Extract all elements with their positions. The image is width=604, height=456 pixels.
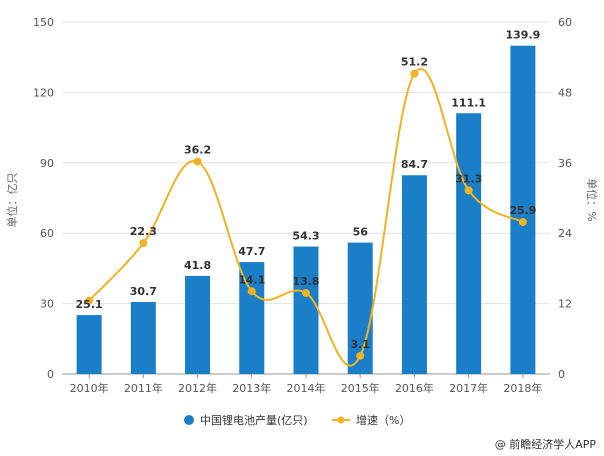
y-right-tick-label: 48 xyxy=(558,86,572,99)
x-tick-label: 2014年 xyxy=(287,381,326,395)
bar xyxy=(293,246,319,374)
y-left-tick-label: 30 xyxy=(40,298,54,311)
bar-value-label: 139.9 xyxy=(505,29,540,42)
bars xyxy=(76,45,536,375)
growth-value-label: 22.3 xyxy=(130,225,157,238)
y-right-tick-label: 0 xyxy=(558,368,565,381)
growth-value-label: 13.8 xyxy=(292,275,319,288)
source-credit: @ 前瞻经济学人APP xyxy=(495,437,597,451)
growth-point xyxy=(193,157,202,166)
x-tick-label: 2018年 xyxy=(503,381,542,395)
x-tick-label: 2016年 xyxy=(395,381,434,395)
growth-value-label: 3.1 xyxy=(350,338,370,351)
growth-point xyxy=(247,287,256,296)
y-axis-right: 0 12 24 36 48 60 xyxy=(558,16,572,381)
x-tick-label: 2011年 xyxy=(124,381,163,395)
y-left-tick-label: 150 xyxy=(33,16,54,29)
growth-point xyxy=(85,296,94,305)
growth-line-path xyxy=(88,68,524,367)
y-left-tick-label: 120 xyxy=(33,86,54,99)
y-axis-left-title: 单位：亿只 xyxy=(5,173,19,228)
growth-point xyxy=(518,218,527,227)
growth-value-label: 31.3 xyxy=(455,172,482,185)
bar xyxy=(239,262,265,374)
x-tick-label: 2013年 xyxy=(232,381,271,395)
bar-value-label: 30.7 xyxy=(130,285,157,298)
growth-point xyxy=(464,186,473,195)
legend-bar-label: 中国锂电池产量(亿只) xyxy=(200,413,308,427)
y-left-tick-label: 0 xyxy=(47,368,54,381)
y-right-tick-label: 24 xyxy=(558,227,572,240)
x-tick-label: 2015年 xyxy=(341,381,380,395)
bar xyxy=(456,113,482,374)
growth-line xyxy=(85,68,527,367)
bar-value-label: 84.7 xyxy=(401,158,428,171)
bar-labels: 25.1 30.7 41.8 47.7 54.3 56 84.7 111.1 139.9 xyxy=(76,29,541,311)
x-axis: 2010年 2011年 2012年 2013年 2014年 2015年 2016年 2017年… xyxy=(70,374,542,395)
bar xyxy=(76,315,102,374)
x-tick-label: 2010年 xyxy=(70,381,109,395)
y-right-tick-label: 12 xyxy=(558,298,572,311)
legend-line-dot xyxy=(337,416,345,424)
y-axis-right-title: 单位：% xyxy=(585,178,599,221)
growth-value-label: 14.1 xyxy=(238,273,265,286)
y-right-tick-label: 36 xyxy=(558,157,572,170)
growth-point xyxy=(302,289,310,298)
bar xyxy=(185,275,211,374)
growth-value-label: 36.2 xyxy=(184,144,211,157)
x-tick-label: 2017年 xyxy=(449,381,488,395)
line-labels: 22.3 36.2 14.1 13.8 3.1 51.2 31.3 25.9 xyxy=(130,56,537,351)
legend-bar-marker xyxy=(184,415,194,425)
growth-value-label: 25.9 xyxy=(509,204,536,217)
bar xyxy=(130,301,156,374)
y-right-tick-label: 60 xyxy=(558,16,572,29)
y-left-tick-label: 90 xyxy=(40,157,54,170)
legend: 中国锂电池产量(亿只) 增速（%） xyxy=(184,413,410,427)
y-axis-left: 0 30 60 90 120 150 xyxy=(33,16,54,381)
bar-value-label: 41.8 xyxy=(184,259,211,272)
y-left-tick-label: 60 xyxy=(40,227,54,240)
bar-value-label: 54.3 xyxy=(292,230,319,243)
growth-point xyxy=(139,239,148,248)
growth-value-label: 51.2 xyxy=(401,56,428,69)
legend-line-label: 增速（%） xyxy=(356,413,410,427)
x-tick-label: 2012年 xyxy=(178,381,217,395)
growth-point xyxy=(356,351,365,360)
bar-value-label: 56 xyxy=(353,226,369,239)
bar xyxy=(510,45,536,375)
bar-value-label: 111.1 xyxy=(451,96,486,109)
bar-value-label: 47.7 xyxy=(238,245,265,258)
bar xyxy=(401,175,427,374)
growth-point xyxy=(410,69,419,78)
bar-value-label: 25.1 xyxy=(76,298,103,311)
